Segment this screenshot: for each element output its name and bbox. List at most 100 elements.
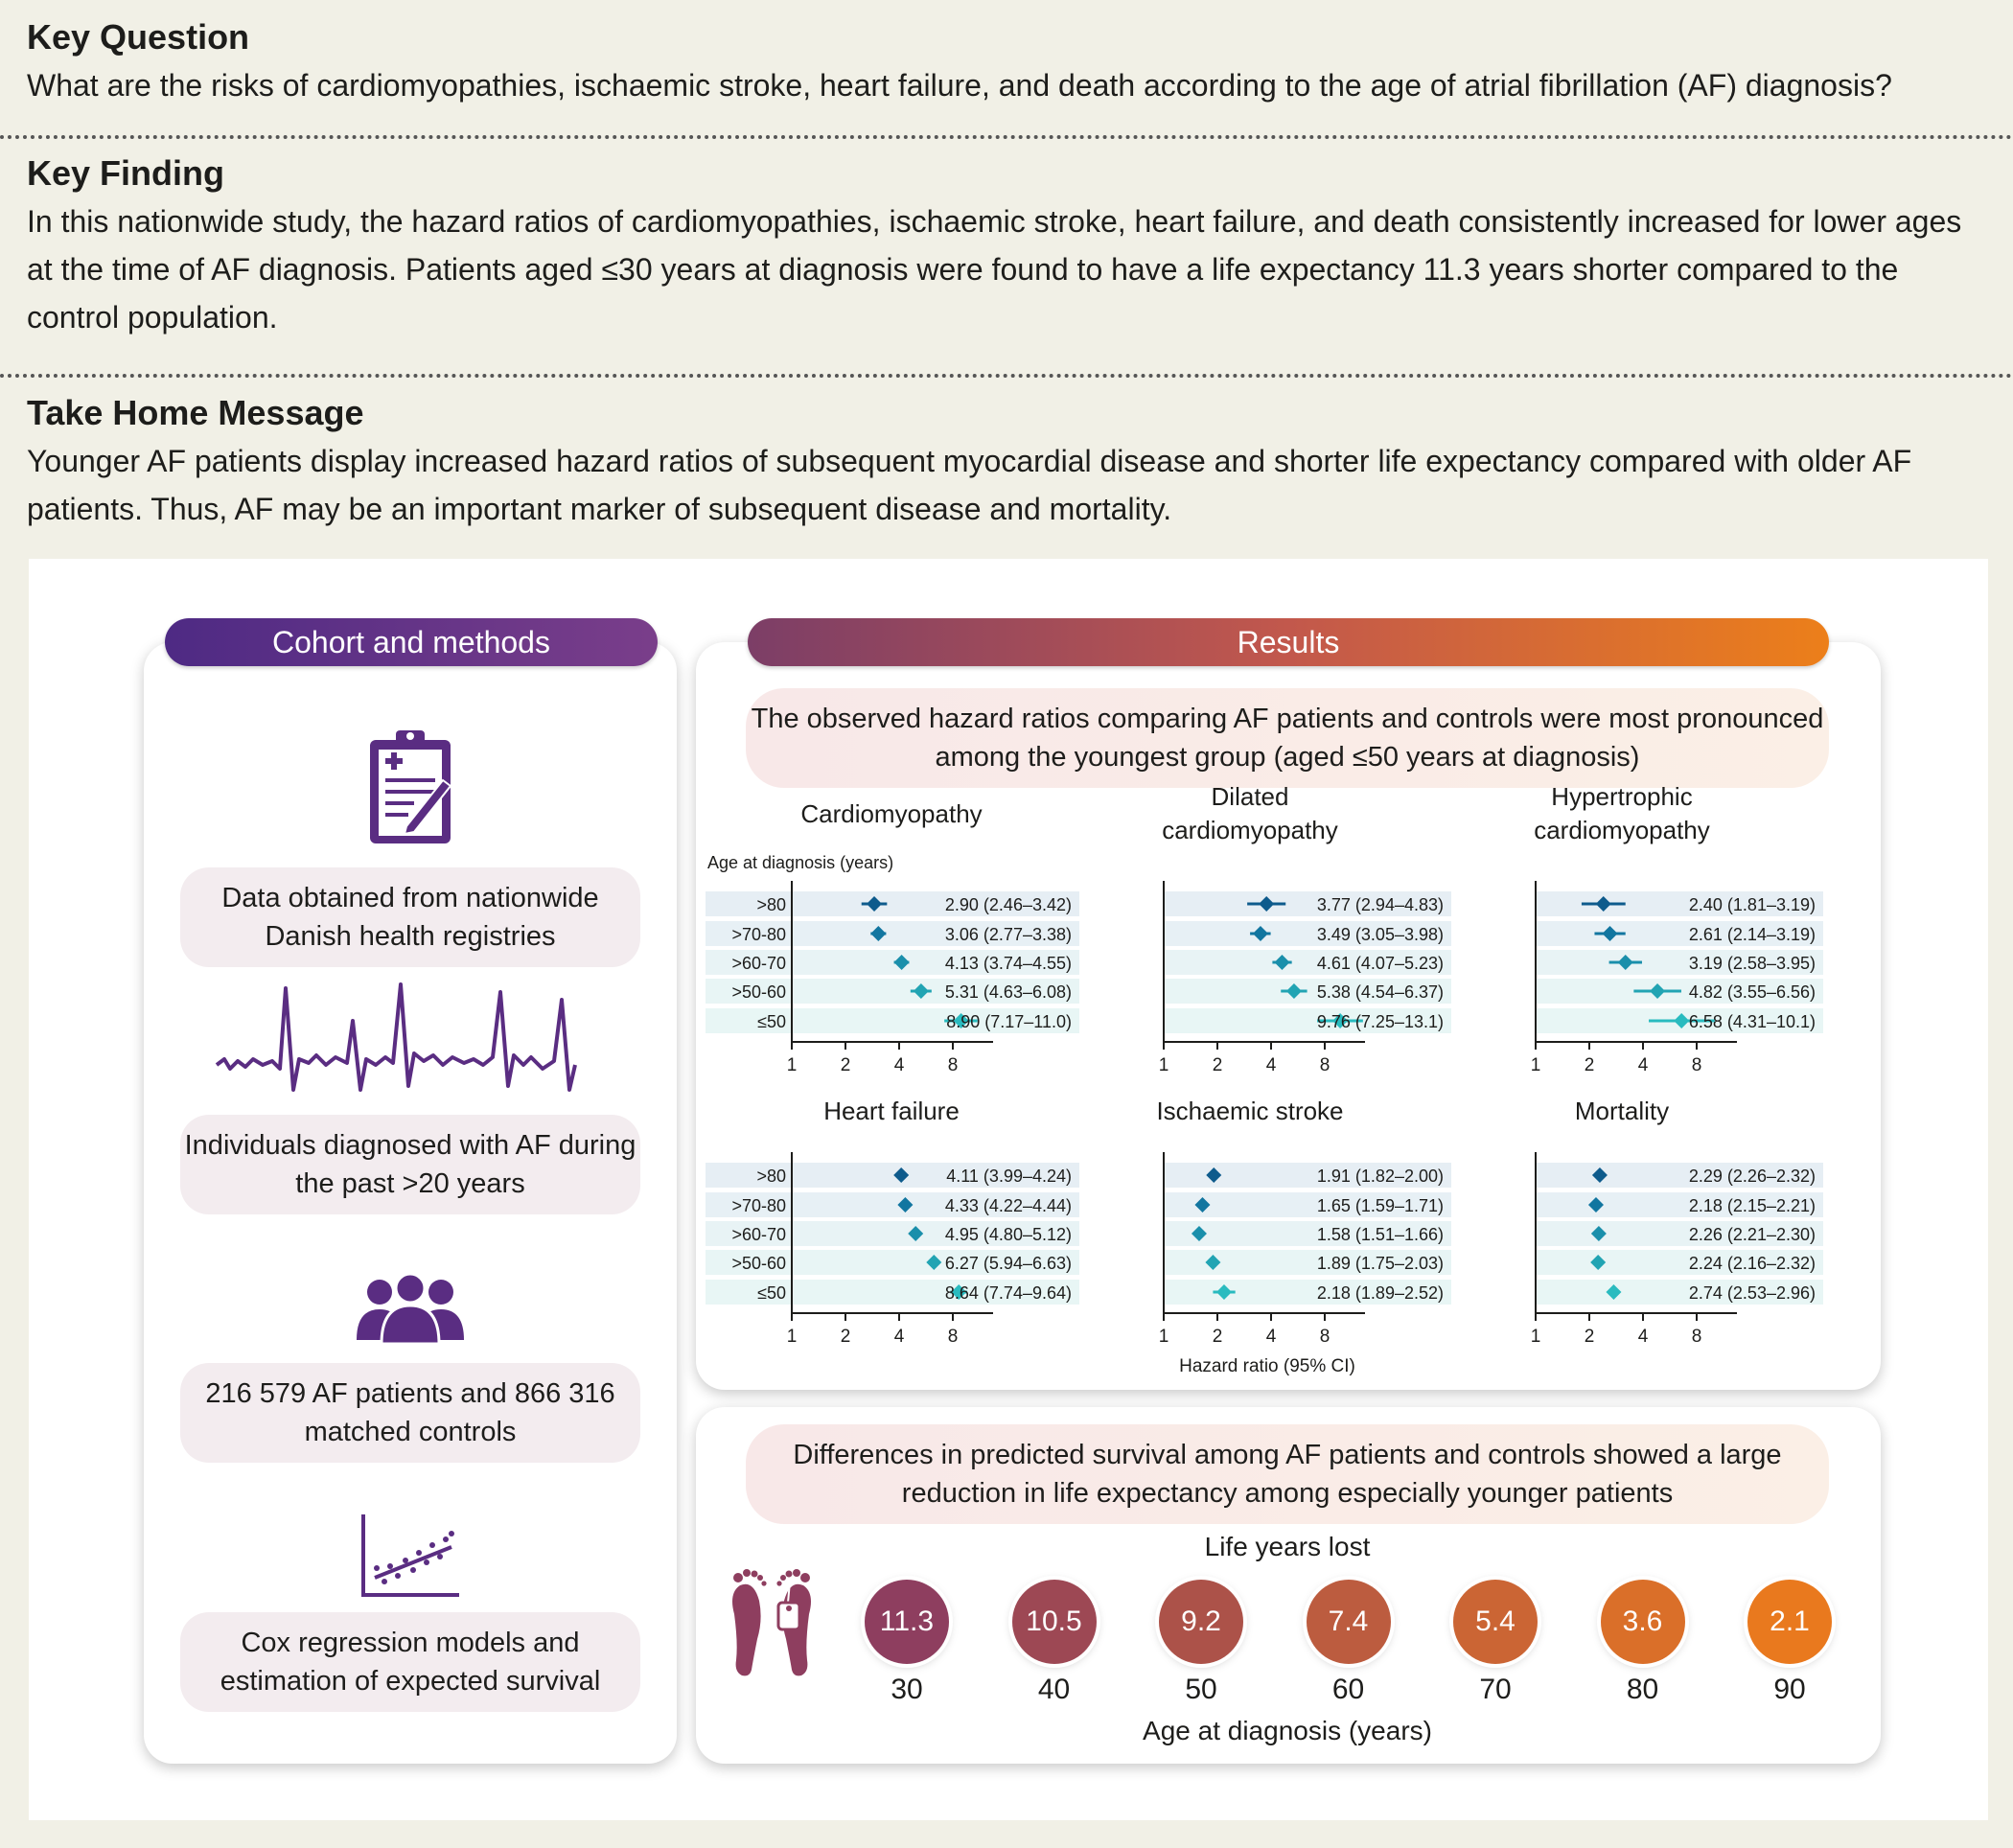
age-group-label: >50-60: [731, 1254, 786, 1273]
hr-label: 3.77 (2.94–4.83): [1317, 895, 1444, 914]
age-group-label: >80: [756, 895, 786, 914]
hr-label: 4.95 (4.80–5.12): [945, 1225, 1072, 1244]
people-icon: [357, 1273, 464, 1344]
x-tick-label: 4: [894, 1327, 905, 1347]
age-label: 60: [1331, 1674, 1365, 1705]
hr-point: [1205, 1255, 1221, 1270]
hr-point: [1595, 896, 1611, 912]
row-band: [1536, 1163, 1823, 1188]
hr-point: [867, 896, 883, 912]
x-tick-label: 8: [1692, 1055, 1702, 1075]
hr-label: 4.82 (3.55–6.56): [1689, 982, 1816, 1002]
hr-label: 5.38 (4.54–6.37): [1317, 982, 1444, 1002]
age-group-label: >80: [756, 1167, 786, 1186]
hr-point: [1332, 1013, 1349, 1028]
hr-point: [1590, 1226, 1607, 1241]
hr-point: [1194, 1197, 1211, 1213]
hr-label: 5.31 (4.63–6.08): [945, 982, 1072, 1002]
age-group-label: >50-60: [731, 982, 786, 1002]
hr-point: [1606, 1284, 1622, 1300]
hr-label: 3.06 (2.77–3.38): [945, 925, 1072, 944]
hr-point: [1285, 983, 1302, 999]
x-tick-label: 8: [948, 1327, 959, 1347]
life-years-xlabel: Age at diagnosis (years): [1143, 1716, 1432, 1745]
hr-point: [893, 955, 910, 970]
life-years-lost-circle: 5.4: [1453, 1580, 1538, 1664]
ecg-icon: [215, 982, 577, 1092]
key-question-text: What are the risks of cardiomyopathies, …: [27, 68, 1892, 103]
life-years-lost-circle: 9.2: [1159, 1580, 1243, 1664]
hr-label: 1.65 (1.59–1.71): [1317, 1196, 1444, 1215]
hr-label: 3.19 (2.58–3.95): [1689, 954, 1816, 973]
row-band: [706, 1250, 1079, 1275]
hr-point: [926, 1255, 942, 1270]
plot-title: Cardiomyopathy: [800, 799, 982, 828]
age-group-label: >60-70: [731, 1225, 786, 1244]
x-tick-label: 1: [1531, 1327, 1541, 1347]
clipboard-icon: [370, 730, 452, 843]
row-band: [1164, 921, 1451, 946]
age-axis-label: Age at diagnosis (years): [707, 853, 893, 872]
hr-label: 2.18 (1.89–2.52): [1317, 1283, 1444, 1303]
life-years-lost-circle: 7.4: [1306, 1580, 1391, 1664]
row-band: [706, 921, 1079, 946]
plot-title: cardiomyopathy: [1534, 816, 1710, 844]
hr-point: [870, 926, 887, 941]
cohort-item: 216 579 AF patients and 866 316 matched …: [180, 1363, 640, 1463]
hr-point: [1590, 1255, 1607, 1270]
age-group-label: >60-70: [731, 954, 786, 973]
hr-label: 4.11 (3.99–4.24): [946, 1167, 1072, 1186]
x-tick-label: 2: [1213, 1327, 1223, 1347]
row-band: [1164, 891, 1451, 916]
plot-title: Ischaemic stroke: [1156, 1097, 1343, 1125]
life-years-lost-circle: 3.6: [1600, 1580, 1685, 1664]
hr-axis-label: Hazard ratio (95% CI): [1179, 1356, 1355, 1376]
key-question-section: Key Question What are the risks of cardi…: [27, 17, 1992, 109]
row-band: [1536, 1250, 1823, 1275]
hr-label: 1.58 (1.51–1.66): [1317, 1225, 1444, 1244]
hr-label: 2.29 (2.26–2.32): [1689, 1167, 1816, 1186]
row-band: [706, 1280, 1079, 1305]
life-years-lost-circle: 2.1: [1747, 1580, 1832, 1664]
row-band: [1164, 950, 1451, 975]
life-years-title: Life years lost: [1204, 1532, 1371, 1561]
hr-point: [1206, 1167, 1222, 1183]
hr-point: [1274, 955, 1290, 970]
x-tick-label: 4: [1266, 1055, 1277, 1075]
hr-label: 2.40 (1.81–3.19): [1689, 895, 1816, 914]
cohort-header: Cohort and methods: [165, 618, 658, 666]
hr-point: [1191, 1226, 1207, 1241]
age-label: 90: [1773, 1674, 1806, 1705]
take-home-text: Younger AF patients display increased ha…: [27, 444, 1912, 526]
x-tick-label: 4: [1266, 1327, 1277, 1347]
row-band: [706, 950, 1079, 975]
x-tick-label: 1: [787, 1055, 798, 1075]
key-finding-title: Key Finding: [27, 153, 224, 193]
hr-point: [1215, 1284, 1232, 1300]
row-band: [706, 1008, 1079, 1033]
hr-point: [953, 1013, 969, 1028]
hr-label: 6.27 (5.94–6.63): [945, 1254, 1072, 1273]
row-band: [706, 979, 1079, 1004]
x-tick-label: 2: [841, 1327, 851, 1347]
age-group-label: ≤50: [757, 1283, 786, 1303]
age-group-label: >70-80: [731, 925, 786, 944]
hr-label: 2.26 (2.21–2.30): [1689, 1225, 1816, 1244]
row-band: [1536, 1221, 1823, 1246]
hr-point: [1252, 926, 1268, 941]
row-band: [1164, 1192, 1451, 1217]
feet-icon: [732, 1569, 811, 1676]
x-tick-label: 4: [1638, 1055, 1649, 1075]
cohort-item: Data obtained from nationwide Danish hea…: [180, 867, 640, 967]
hr-point: [1617, 955, 1633, 970]
x-tick-label: 1: [1159, 1327, 1169, 1347]
hr-point: [908, 1226, 924, 1241]
hr-point: [893, 1167, 910, 1183]
hr-label: 1.89 (1.75–2.03): [1317, 1254, 1444, 1273]
x-tick-label: 1: [787, 1327, 798, 1347]
hr-label: 2.61 (2.14–3.19): [1689, 925, 1816, 944]
row-band: [1164, 1221, 1451, 1246]
hr-label: 4.61 (4.07–5.23): [1317, 954, 1444, 973]
hr-point: [1587, 1197, 1604, 1213]
hr-label: 8.64 (7.74–9.64): [945, 1283, 1072, 1303]
